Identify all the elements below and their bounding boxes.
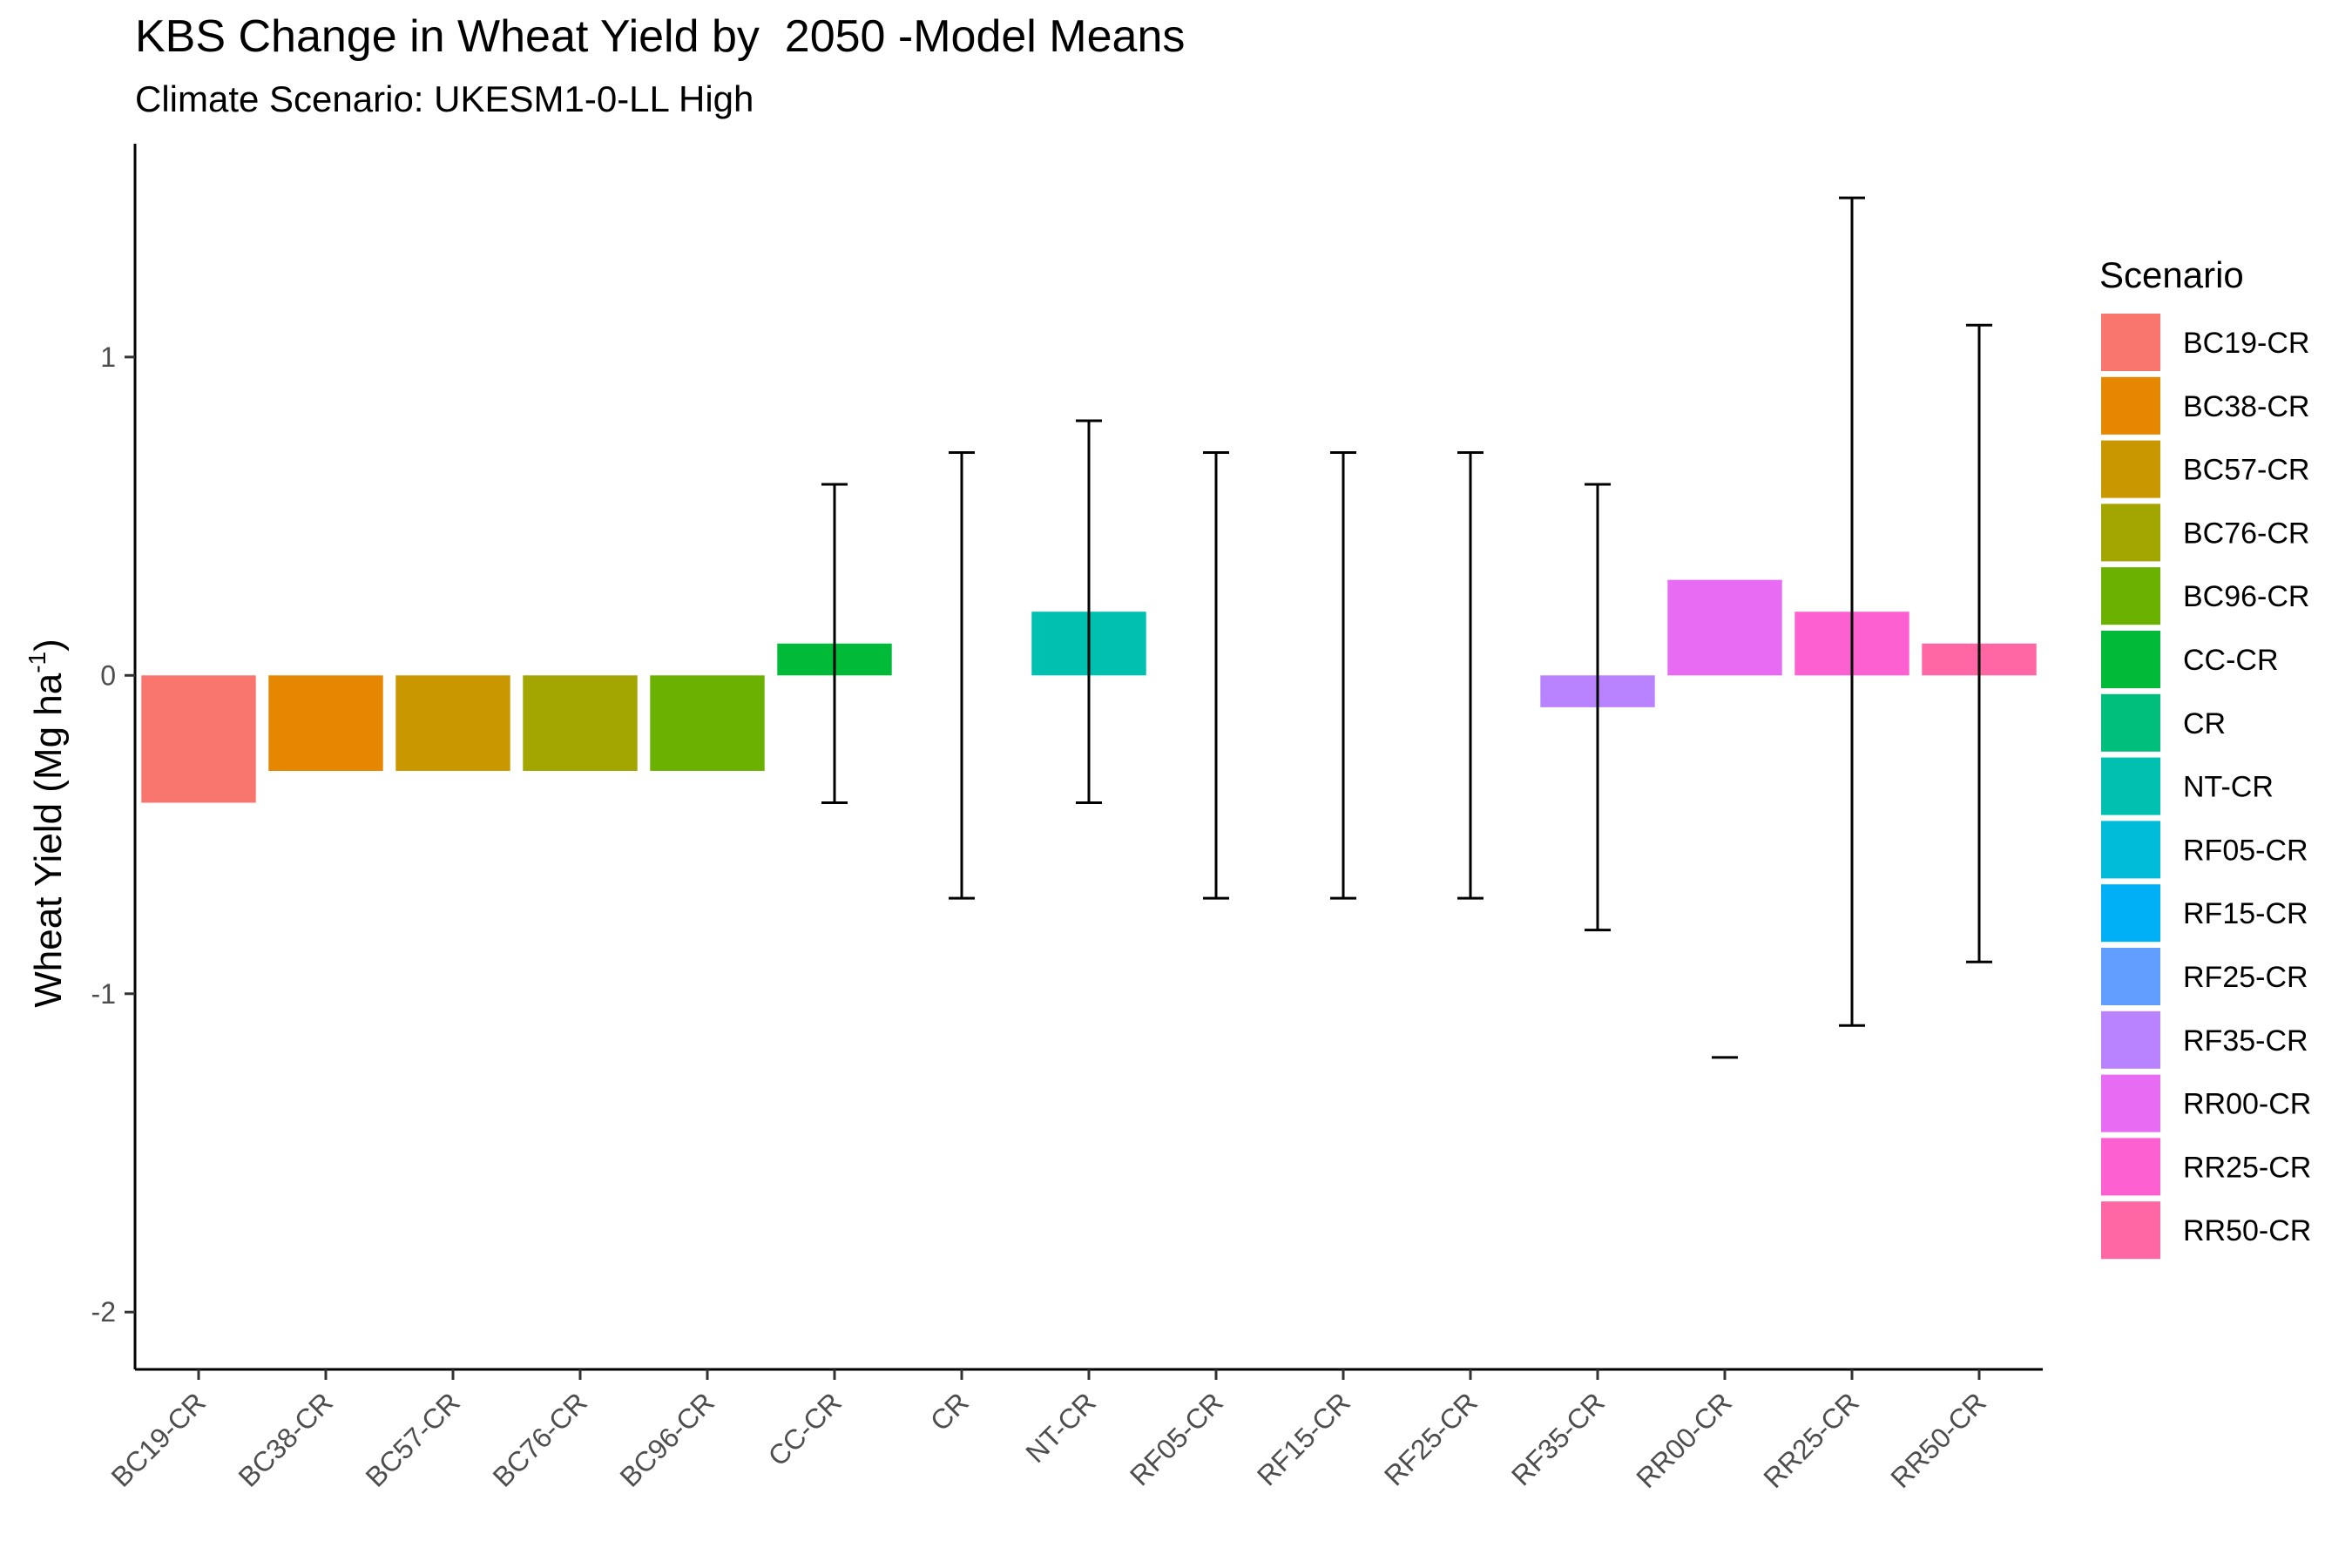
bar-bc19-cr	[141, 675, 256, 803]
y-tick-label: 1	[100, 341, 116, 373]
y-ticks-group: -2 -1 0 1	[91, 341, 135, 1328]
legend-key	[2101, 693, 2160, 752]
legend-label: RF05-CR	[2183, 834, 2308, 867]
errorbar-cr	[949, 450, 975, 900]
legend-label: RR25-CR	[2183, 1151, 2311, 1184]
legend-label: BC96-CR	[2183, 580, 2309, 613]
x-tick-label: RF15-CR	[1251, 1386, 1356, 1491]
errorbar-nt-cr	[1076, 419, 1102, 804]
legend-key	[2101, 1138, 2160, 1196]
errorbar-rf35-cr	[1585, 483, 1611, 932]
y-axis-label: Wheat Yield (Mg ha-1)	[24, 639, 70, 1008]
legend-item: RF05-CR	[2101, 821, 2308, 879]
bar-bc57-cr	[395, 675, 510, 771]
x-tick-label: RF25-CR	[1378, 1386, 1484, 1491]
x-tick-label: RF35-CR	[1505, 1386, 1611, 1491]
legend-item: BC19-CR	[2101, 314, 2309, 371]
legend-item: BC38-CR	[2101, 376, 2309, 435]
legend-key	[2101, 1201, 2160, 1260]
x-ticks-group: BC19-CR BC38-CR BC57-CR BC76-CR BC96-CR CC-CR…	[105, 1369, 1992, 1494]
bar-bc76-cr	[523, 675, 638, 771]
x-tick-label: BC76-CR	[487, 1386, 593, 1492]
legend-key	[2101, 757, 2160, 815]
legend-label: BC57-CR	[2183, 454, 2309, 487]
legend-key	[2101, 567, 2160, 625]
legend-item: BC96-CR	[2101, 567, 2309, 625]
chart-subtitle: Climate Scenario: UKESM1-0-LL High	[135, 78, 754, 119]
x-tick-label: CC-CR	[762, 1386, 848, 1471]
legend-key	[2101, 1074, 2160, 1132]
legend-item: BC57-CR	[2101, 440, 2309, 498]
bar-rr00-cr	[1667, 579, 1782, 676]
x-tick-label: BC19-CR	[105, 1386, 212, 1492]
legend-item: CR	[2101, 693, 2226, 752]
x-tick-label: BC57-CR	[360, 1386, 466, 1492]
errorbar-rf05-cr	[1203, 450, 1229, 900]
legend-item: RF35-CR	[2101, 1010, 2308, 1069]
legend-label: BC19-CR	[2183, 327, 2309, 360]
legend-label: RF25-CR	[2183, 961, 2308, 994]
legend-item: NT-CR	[2101, 757, 2274, 815]
legend-key	[2101, 948, 2160, 1005]
y-axis-label-main: Wheat Yield (Mg ha	[27, 672, 70, 1007]
legend-item: RF25-CR	[2101, 948, 2308, 1005]
errorbar-rr50-cr	[1966, 323, 1992, 963]
y-tick-label: -2	[91, 1296, 116, 1328]
legend-label: RR50-CR	[2183, 1214, 2311, 1247]
legend-label: BC38-CR	[2183, 390, 2309, 423]
legend-key	[2101, 631, 2160, 688]
legend-label: CC-CR	[2183, 644, 2279, 677]
legend-title: Scenario	[2099, 254, 2244, 295]
bar-bc96-cr	[650, 675, 765, 771]
x-tick-label: BC96-CR	[614, 1386, 720, 1492]
legend-item: CC-CR	[2101, 631, 2279, 688]
legend-key	[2101, 440, 2160, 498]
legend-item: RR50-CR	[2101, 1201, 2311, 1260]
legend-item: BC76-CR	[2101, 504, 2309, 562]
legend-label: BC76-CR	[2183, 517, 2309, 550]
legend-label: RF35-CR	[2183, 1024, 2308, 1058]
x-tick-label: BC38-CR	[233, 1386, 339, 1492]
errorbar-rf15-cr	[1330, 450, 1356, 900]
chart-title: KBS Change in Wheat Yield by 2050 -Model…	[135, 11, 1186, 62]
legend-key	[2101, 376, 2160, 435]
legend-label: NT-CR	[2183, 771, 2274, 804]
x-tick-label: NT-CR	[1019, 1386, 1102, 1469]
legend-label: CR	[2183, 707, 2226, 740]
legend-key	[2101, 504, 2160, 562]
legend-label: RR00-CR	[2183, 1088, 2311, 1121]
errorbar-rf25-cr	[1457, 450, 1484, 900]
errorbar-cc-cr	[821, 483, 848, 804]
y-axis-label-sup: -1	[24, 652, 51, 673]
bar-bc38-cr	[268, 675, 383, 771]
legend-item: RF15-CR	[2101, 884, 2308, 943]
legend-item: RR25-CR	[2101, 1138, 2311, 1196]
errorbar-rr25-cr	[1839, 196, 1865, 1027]
y-tick-label: 0	[100, 659, 116, 691]
legend-item: RR00-CR	[2101, 1074, 2311, 1132]
x-tick-label: CR	[924, 1386, 975, 1436]
x-tick-label: RR25-CR	[1757, 1386, 1865, 1494]
legend: Scenario BC19-CR BC38-CR BC57-CR BC76-CR BC9…	[2099, 254, 2311, 1260]
legend-label: RF15-CR	[2183, 897, 2308, 930]
y-axis-label-close: )	[27, 639, 70, 652]
x-tick-label: RF05-CR	[1124, 1386, 1229, 1491]
legend-key	[2101, 314, 2160, 371]
errorbars-group	[821, 196, 1992, 1059]
x-tick-label: RR00-CR	[1630, 1386, 1738, 1494]
legend-key	[2101, 821, 2160, 879]
x-tick-label: RR50-CR	[1884, 1386, 1992, 1494]
y-tick-label: -1	[91, 978, 116, 1010]
legend-key	[2101, 1010, 2160, 1069]
legend-key	[2101, 884, 2160, 943]
